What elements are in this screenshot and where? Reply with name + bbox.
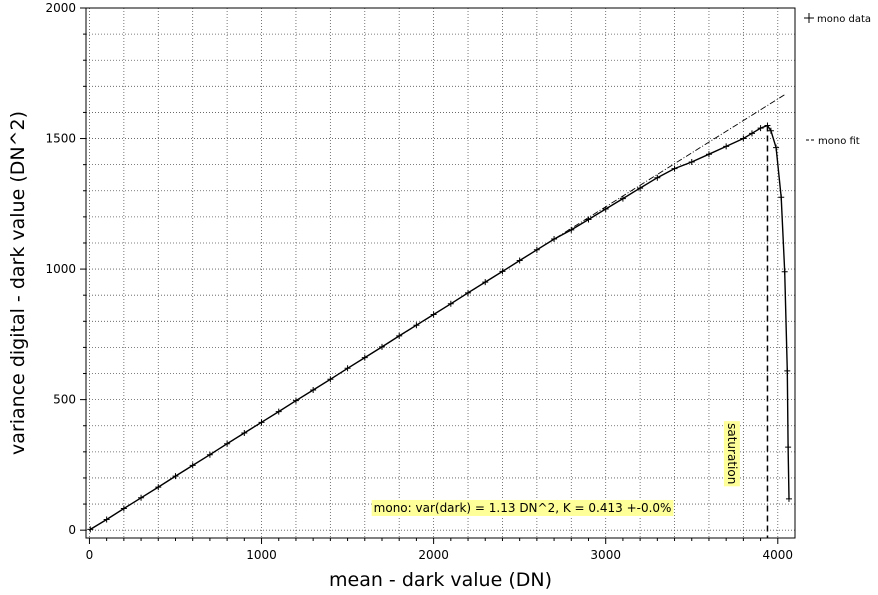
data-point — [344, 365, 351, 372]
grid — [86, 7, 795, 538]
data-point — [155, 484, 162, 491]
data-point — [310, 386, 317, 393]
data-point — [757, 125, 764, 132]
saturation-annotation: saturation — [723, 421, 740, 487]
legend-label: mono data — [817, 14, 871, 25]
data-point — [778, 194, 785, 201]
data-point — [654, 174, 661, 181]
data-point — [189, 462, 196, 469]
data-point — [413, 322, 420, 329]
y-axis-label: variance digital - dark value (DN^2) — [7, 111, 29, 455]
data-point — [465, 289, 472, 296]
data-point — [241, 430, 248, 437]
data-point — [258, 419, 265, 426]
fit-annotation-box — [371, 499, 674, 516]
y-tick-label: 2000 — [45, 1, 76, 15]
plot-frame — [85, 7, 796, 539]
data-point — [447, 300, 454, 307]
data-point — [781, 268, 788, 275]
data-point — [688, 159, 695, 166]
data-point — [785, 444, 792, 451]
x-tick-label: 3000 — [590, 548, 621, 562]
data-point — [120, 505, 127, 512]
data-point — [602, 206, 609, 213]
y-tick-label: 0 — [68, 523, 76, 537]
data-point — [785, 495, 792, 502]
legend-entry-mono-fit: mono fit — [806, 136, 860, 147]
saturation-label-box — [723, 421, 740, 487]
data-point — [378, 343, 385, 350]
y-tick-label: 500 — [53, 393, 76, 407]
data-point — [292, 397, 299, 404]
data-point — [87, 526, 94, 533]
data-point — [396, 332, 403, 339]
data-point — [499, 268, 506, 275]
y-tick-label: 1500 — [45, 132, 76, 146]
x-tick-label: 4000 — [763, 548, 794, 562]
axis-ticks: 0 1000 2000 3000 4000 0 500 1000 1500 2000 — [45, 1, 793, 562]
x-axis-label: mean - dark value (DN) — [329, 569, 552, 591]
data-point — [671, 165, 678, 172]
data-point — [619, 195, 626, 202]
data-point — [767, 127, 774, 134]
legend: mono data mono fit — [804, 13, 871, 147]
data-point — [723, 143, 730, 150]
x-tick-label: 2000 — [418, 548, 449, 562]
data-point — [516, 257, 523, 264]
data-point — [740, 135, 747, 142]
data-point — [206, 451, 213, 458]
data-point — [551, 236, 558, 243]
data-point — [705, 151, 712, 158]
x-tick-label: 0 — [86, 548, 94, 562]
fit-annotation-text: mono: var(dark) = 1.13 DN^2, K = 0.413 +… — [374, 501, 672, 515]
data-point — [275, 408, 282, 415]
y-tick-label: 1000 — [45, 262, 76, 276]
data-point — [224, 440, 231, 447]
data-point — [748, 130, 755, 137]
data-point — [103, 516, 110, 523]
data-point — [568, 226, 575, 233]
x-tick-label: 1000 — [246, 548, 277, 562]
data-point — [361, 354, 368, 361]
data-point — [784, 367, 791, 374]
saturation-label: saturation — [725, 423, 739, 484]
legend-label: mono fit — [818, 136, 860, 147]
annotations: mono: var(dark) = 1.13 DN^2, K = 0.413 +… — [371, 421, 740, 516]
data-point — [637, 185, 644, 192]
data-point — [585, 216, 592, 223]
data-point — [482, 279, 489, 286]
data-point — [172, 473, 179, 480]
data-point — [533, 246, 540, 253]
legend-marker-plus-icon — [804, 13, 814, 23]
data-point — [430, 311, 437, 318]
data-marks — [87, 94, 792, 538]
data-point — [327, 376, 334, 383]
data-point — [138, 494, 145, 501]
data-curve — [89, 124, 790, 530]
data-point — [773, 144, 780, 151]
legend-entry-mono-data: mono data — [804, 13, 871, 25]
